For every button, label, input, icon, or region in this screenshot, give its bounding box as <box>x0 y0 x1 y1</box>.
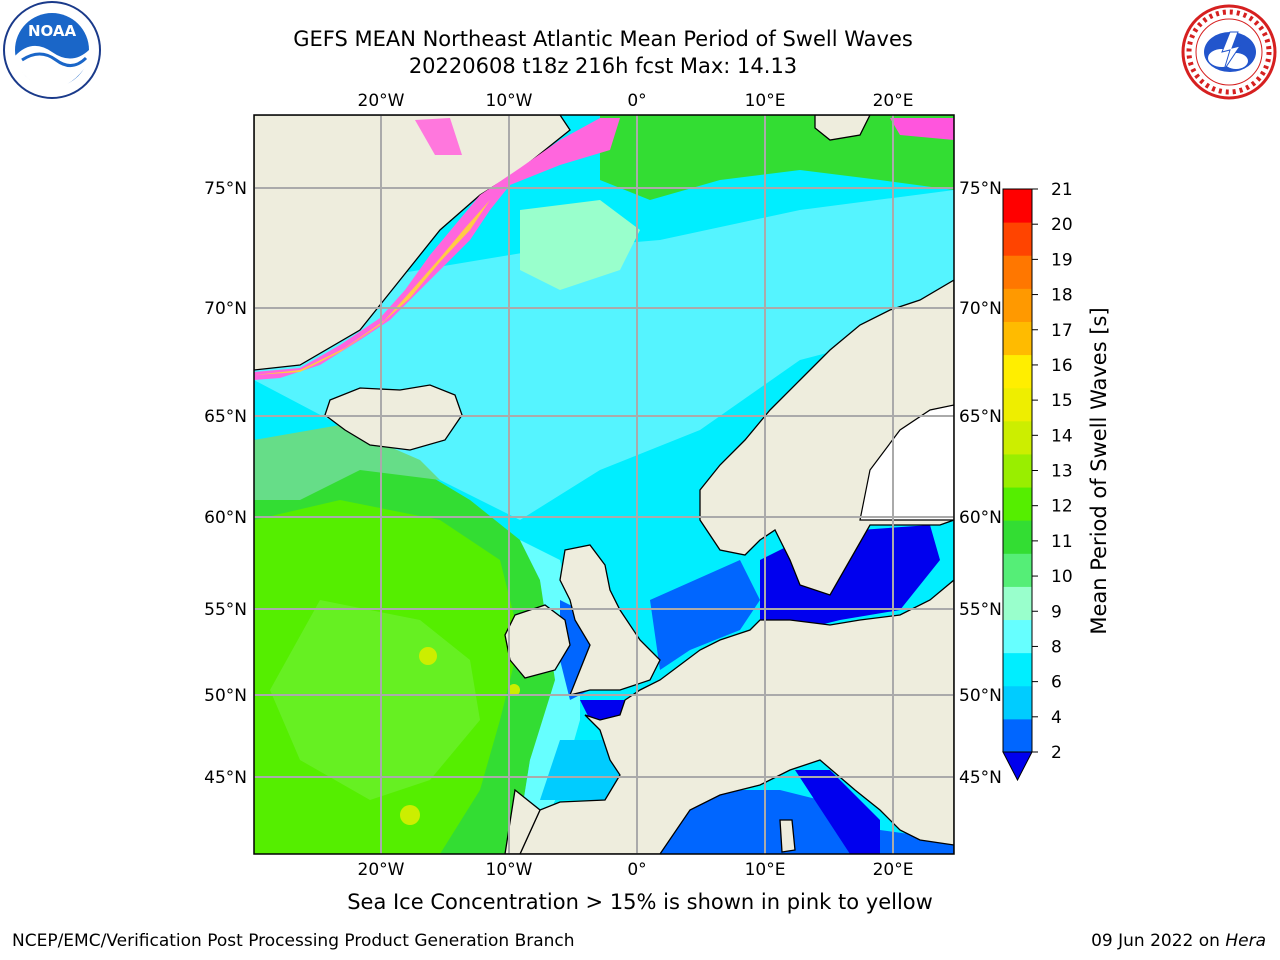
colorbar-band <box>1003 487 1032 521</box>
lon-label-bottom: 0° <box>627 860 646 880</box>
colorbar-tick-label: 20 <box>1051 215 1073 235</box>
chart-title: GEFS MEAN Northeast Atlantic Mean Period… <box>293 27 913 51</box>
colorbar-band <box>1003 586 1032 621</box>
lon-label-top: 20°E <box>873 91 914 111</box>
colorbar-band <box>1003 619 1032 654</box>
colorbar-tick-label: 2 <box>1051 743 1062 763</box>
colorbar-band <box>1003 321 1032 356</box>
colorbar-tick-label: 16 <box>1051 356 1073 376</box>
lon-label-top: 10°E <box>745 91 786 111</box>
colorbar-tick-label: 8 <box>1051 637 1062 657</box>
colorbar-tick-label: 17 <box>1051 321 1073 341</box>
colorbar-band <box>1003 255 1032 289</box>
lon-label-bottom: 10°E <box>745 860 786 880</box>
colorbar-band <box>1003 189 1032 223</box>
footer-date-text: 09 Jun 2022 on <box>1091 931 1226 951</box>
colorbar-band <box>1003 652 1032 687</box>
colorbar-band <box>1003 354 1032 389</box>
lon-label-bottom: 10°W <box>486 860 533 880</box>
land-masses <box>254 115 954 854</box>
colorbar-tick-label: 9 <box>1051 602 1062 622</box>
colorbar-tick-label: 19 <box>1051 250 1073 270</box>
lat-label-right: 60°N <box>959 508 1002 528</box>
chart-subtitle: 20220608 t18z 216h fcst Max: 14.13 <box>408 54 798 78</box>
noaa-logo: NOAA <box>3 1 101 99</box>
footer-credit: NCEP/EMC/Verification Post Processing Pr… <box>12 931 575 951</box>
lat-label-left: 60°N <box>204 508 247 528</box>
colorbar: 2 4 6 8 9 10 11 12 13 14 15 16 17 18 19 20 21 <box>1002 180 1073 782</box>
lat-label-right: 50°N <box>959 686 1002 706</box>
graticule <box>254 115 954 854</box>
footer-host: Hera <box>1225 931 1266 951</box>
colorbar-tick-label: 4 <box>1051 708 1062 728</box>
colorbar-band <box>1003 718 1032 753</box>
lat-label-right: 70°N <box>959 299 1002 319</box>
colorbar-tick-label: 14 <box>1051 426 1073 446</box>
sea-ice <box>254 118 620 380</box>
colorbar-band <box>1003 387 1032 422</box>
colorbar-tick-label: 6 <box>1051 673 1062 693</box>
lon-label-top: 0° <box>627 91 646 111</box>
nws-logo <box>1181 4 1277 100</box>
colorbar-band <box>1003 420 1032 455</box>
colorbar-extend-triangle <box>1002 751 1033 782</box>
lat-label-left: 70°N <box>204 299 247 319</box>
lat-label-left: 65°N <box>204 407 247 427</box>
lat-label-left: 75°N <box>204 179 247 199</box>
lat-label-right: 65°N <box>959 407 1002 427</box>
colorbar-tick-label: 12 <box>1051 497 1073 517</box>
lat-label-left: 55°N <box>204 600 247 620</box>
colorbar-tick-label: 18 <box>1051 286 1073 306</box>
svg-text:NOAA: NOAA <box>28 22 77 40</box>
colorbar-tick-label: 15 <box>1051 391 1073 411</box>
colorbar-tick-label: 10 <box>1051 567 1073 587</box>
colorbar-tick-label: 21 <box>1051 180 1073 200</box>
lat-label-left: 45°N <box>204 768 247 788</box>
lon-label-bottom: 20°W <box>358 860 405 880</box>
colorbar-band <box>1003 222 1032 256</box>
colorbar-tick-label: 11 <box>1051 532 1073 552</box>
colorbar-band <box>1003 685 1032 720</box>
lon-label-bottom: 20°E <box>873 860 914 880</box>
lat-label-right: 75°N <box>959 179 1002 199</box>
lon-label-top: 10°W <box>486 91 533 111</box>
colorbar-band <box>1003 453 1032 488</box>
lat-label-right: 45°N <box>959 768 1002 788</box>
lat-label-right: 55°N <box>959 600 1002 620</box>
lat-label-left: 50°N <box>204 686 247 706</box>
lon-label-top: 20°W <box>358 91 405 111</box>
caption: Sea Ice Concentration > 15% is shown in … <box>347 890 933 914</box>
colorbar-band <box>1003 288 1032 322</box>
colorbar-band <box>1003 520 1032 554</box>
colorbar-label: Mean Period of Swell Waves [s] <box>1087 307 1111 634</box>
footer-date: 09 Jun 2022 on Hera <box>1091 931 1266 951</box>
colorbar-tick-label: 13 <box>1051 462 1073 482</box>
colorbar-band <box>1003 553 1032 587</box>
